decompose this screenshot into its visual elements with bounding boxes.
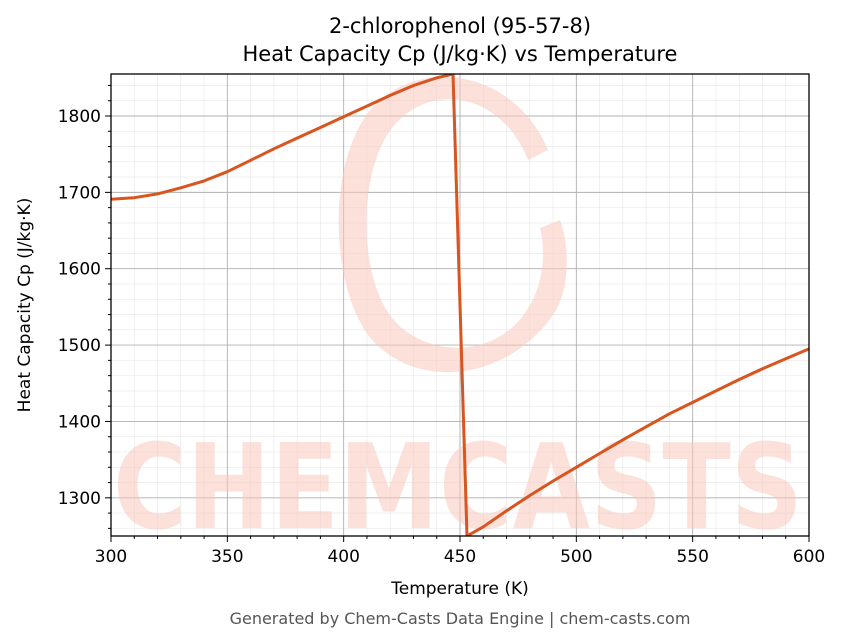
y-tick-label: 1700 (58, 183, 101, 203)
y-axis-label: Heat Capacity Cp (J/kg·K) (15, 198, 35, 413)
y-tick-label: 1400 (58, 412, 101, 432)
chart-title: 2-chlorophenol (95-57-8) (329, 14, 591, 38)
x-tick-label: 300 (95, 547, 127, 567)
x-tick-label: 350 (211, 547, 243, 567)
y-tick-label: 1800 (58, 107, 101, 127)
watermark: CHEMCASTS (113, 76, 803, 556)
x-tick-label: 400 (327, 547, 359, 567)
x-tick-label: 500 (560, 547, 592, 567)
series-line (111, 74, 809, 536)
y-axis-ticks: 1300 1400 1500 1600 1700 1800 (58, 84, 111, 529)
x-axis-ticks: 300 350 400 450 500 550 600 (95, 536, 825, 567)
y-tick-label: 1300 (58, 489, 101, 509)
x-axis-label: Temperature (K) (390, 579, 529, 599)
watermark-text: CHEMCASTS (113, 418, 803, 556)
chart-subtitle: Heat Capacity Cp (J/kg·K) vs Temperature (243, 42, 678, 66)
y-tick-label: 1600 (58, 260, 101, 280)
x-tick-label: 450 (444, 547, 476, 567)
y-tick-label: 1500 (58, 336, 101, 356)
x-tick-label: 550 (676, 547, 708, 567)
major-grid (111, 74, 809, 536)
footer-credit: Generated by Chem-Casts Data Engine | ch… (230, 609, 691, 628)
x-tick-label: 600 (793, 547, 825, 567)
